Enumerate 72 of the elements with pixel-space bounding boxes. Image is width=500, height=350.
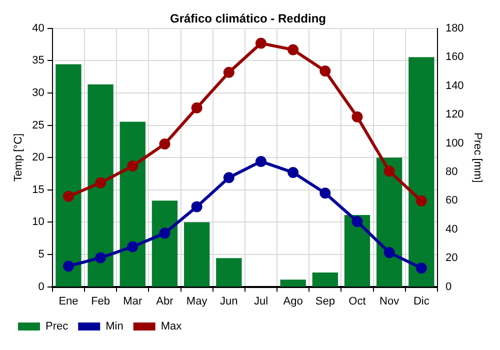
x-tick-label: Dic bbox=[413, 295, 430, 308]
legend-label: Min bbox=[106, 320, 124, 333]
point bbox=[255, 38, 266, 49]
point bbox=[320, 188, 331, 199]
point bbox=[223, 172, 234, 184]
y2-tick-label: 40 bbox=[445, 223, 458, 236]
y2-tick-label: 60 bbox=[445, 194, 458, 207]
y-tick-label: 30 bbox=[32, 87, 44, 100]
point bbox=[352, 216, 363, 228]
point bbox=[320, 66, 331, 77]
point bbox=[191, 102, 202, 114]
y-axis-title: Temp [°C] bbox=[12, 133, 25, 182]
legend-label: Prec bbox=[46, 320, 69, 333]
bar bbox=[280, 280, 306, 287]
bar bbox=[344, 215, 370, 287]
y2-axis-title: Prec [mm] bbox=[471, 132, 484, 183]
y2-tick-label: 20 bbox=[445, 252, 458, 264]
x-tick-label: Mar bbox=[123, 295, 142, 308]
y2-tick-label: 0 bbox=[445, 280, 452, 293]
bar bbox=[312, 272, 338, 287]
point bbox=[255, 156, 266, 167]
chart-title: Gráfico climático - Redding bbox=[170, 12, 326, 26]
x-tick-label: Oct bbox=[348, 295, 366, 308]
bar bbox=[88, 84, 114, 287]
point bbox=[95, 177, 106, 188]
y2-tick-label: 140 bbox=[445, 80, 464, 92]
y-tick-label: 35 bbox=[32, 54, 44, 67]
y-tick-label: 15 bbox=[32, 184, 44, 196]
bar bbox=[152, 200, 178, 287]
y-tick-label: 0 bbox=[38, 280, 44, 293]
y-tick-label: 20 bbox=[32, 152, 44, 164]
bar bbox=[216, 258, 242, 287]
point bbox=[127, 241, 138, 252]
point bbox=[416, 195, 427, 206]
point bbox=[95, 252, 106, 264]
y-tick-label: 25 bbox=[32, 119, 44, 132]
y2-tick-label: 180 bbox=[445, 22, 464, 34]
point bbox=[352, 111, 363, 122]
x-tick-label: May bbox=[186, 295, 208, 308]
y2-tick-label: 120 bbox=[445, 108, 464, 121]
legend-label: Max bbox=[160, 320, 182, 333]
y-tick-label: 5 bbox=[38, 248, 44, 261]
point bbox=[191, 201, 202, 212]
bar bbox=[184, 222, 210, 287]
bar bbox=[120, 122, 146, 287]
x-tick-label: Jun bbox=[220, 295, 238, 308]
x-tick-label: Ago bbox=[283, 295, 303, 308]
y-tick-label: 40 bbox=[32, 22, 44, 34]
point bbox=[127, 160, 138, 172]
point bbox=[159, 228, 170, 239]
bar bbox=[376, 158, 402, 287]
x-tick-label: Feb bbox=[91, 295, 110, 308]
x-tick-label: Abr bbox=[156, 295, 174, 308]
x-tick-label: Ene bbox=[58, 295, 78, 308]
point bbox=[62, 190, 74, 202]
y-tick-label: 10 bbox=[32, 216, 44, 228]
point bbox=[288, 44, 299, 56]
x-tick-label: Jul bbox=[254, 295, 268, 308]
point bbox=[384, 166, 395, 177]
point bbox=[159, 138, 170, 150]
point bbox=[384, 247, 395, 258]
x-tick-label: Nov bbox=[380, 295, 400, 308]
point bbox=[416, 262, 427, 274]
point bbox=[223, 66, 234, 78]
bar bbox=[56, 64, 82, 287]
x-tick-label: Sep bbox=[315, 295, 335, 308]
y2-tick-label: 100 bbox=[445, 137, 464, 150]
bar bbox=[408, 57, 434, 287]
y2-tick-label: 160 bbox=[445, 51, 464, 64]
point bbox=[62, 260, 74, 272]
point bbox=[288, 166, 299, 178]
y2-tick-label: 80 bbox=[445, 166, 458, 178]
